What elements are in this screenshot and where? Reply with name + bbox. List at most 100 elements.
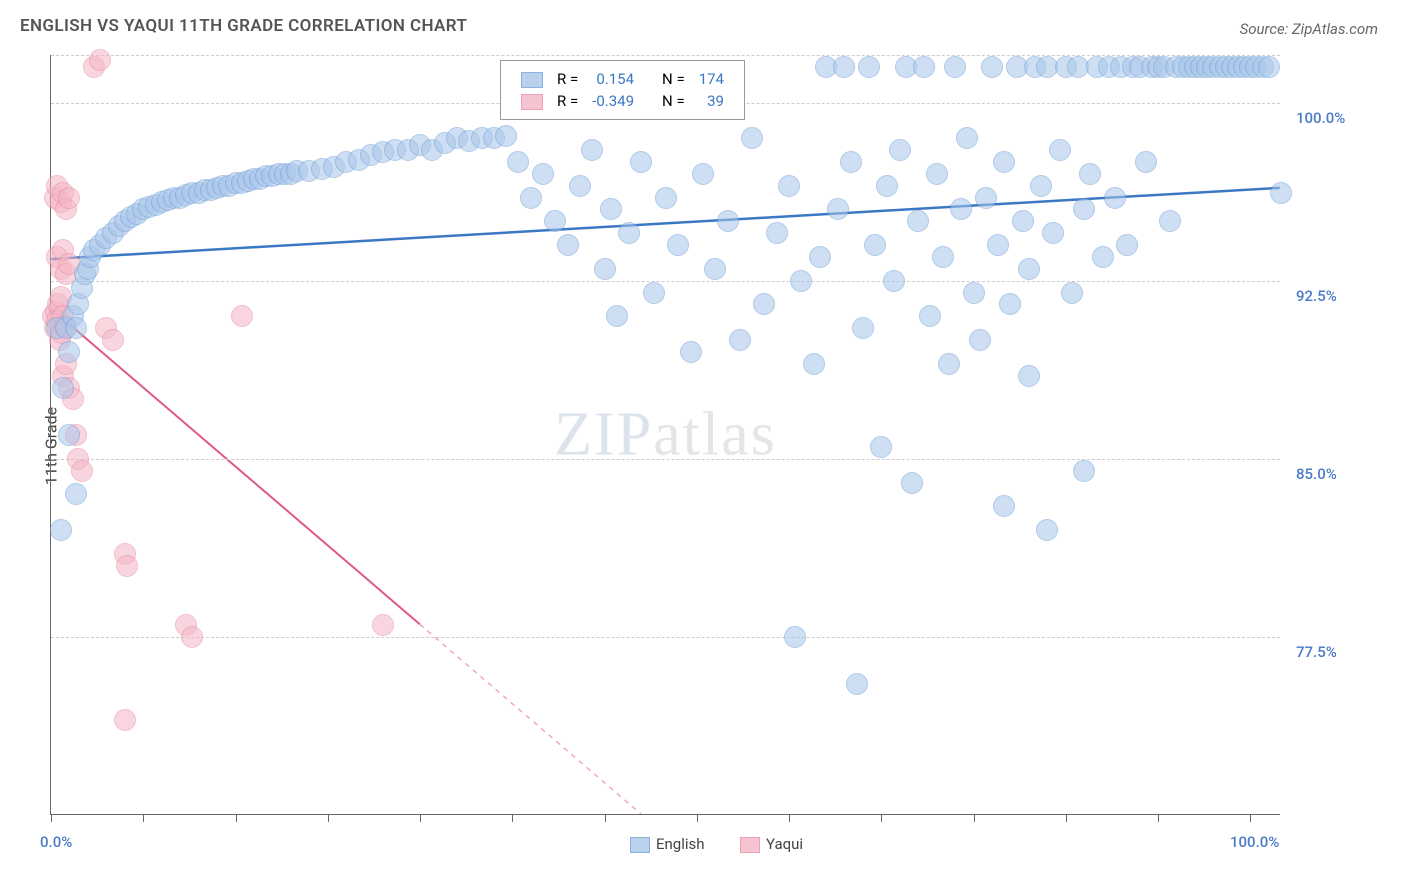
data-point [65, 317, 87, 339]
x-tick [512, 814, 513, 822]
data-point [495, 125, 517, 147]
data-point [1258, 56, 1280, 78]
data-point [65, 483, 87, 505]
x-tick [881, 814, 882, 822]
data-point [717, 210, 739, 232]
x-tick [974, 814, 975, 822]
data-point [1018, 365, 1040, 387]
data-point [544, 210, 566, 232]
data-point [956, 127, 978, 149]
data-point [114, 709, 136, 731]
data-point [987, 234, 1009, 256]
trend-line [51, 309, 420, 624]
data-point [692, 163, 714, 185]
data-point [778, 175, 800, 197]
data-point [1073, 198, 1095, 220]
x-tick [605, 814, 606, 822]
gridline [51, 459, 1280, 460]
y-tick-label: 77.5% [1296, 643, 1337, 661]
plot-area: ZIPatlas [50, 55, 1280, 815]
legend-row-english: R = 0.154 N = 174 [515, 69, 730, 89]
data-point [766, 222, 788, 244]
data-point [643, 282, 665, 304]
data-point [858, 56, 880, 78]
english-r-value: 0.154 [586, 69, 640, 89]
data-point [181, 626, 203, 648]
data-point [606, 305, 628, 327]
data-point [901, 472, 923, 494]
data-point [852, 317, 874, 339]
data-point [919, 305, 941, 327]
english-swatch [521, 72, 543, 88]
data-point [1092, 246, 1114, 268]
data-point [89, 49, 111, 71]
n-label: N = [656, 91, 691, 111]
stats-legend: R = 0.154 N = 174 R = -0.349 N = 39 [500, 60, 745, 120]
x-tick [789, 814, 790, 822]
data-point [1049, 139, 1071, 161]
x-tick [328, 814, 329, 822]
data-point [50, 519, 72, 541]
gridline [51, 637, 1280, 638]
data-point [944, 56, 966, 78]
data-point [507, 151, 529, 173]
data-point [1073, 460, 1095, 482]
data-point [981, 56, 1003, 78]
data-point [58, 341, 80, 363]
r-label: R = [551, 91, 584, 111]
data-point [907, 210, 929, 232]
data-point [71, 460, 93, 482]
legend-row-yaqui: R = -0.349 N = 39 [515, 91, 730, 111]
data-point [704, 258, 726, 280]
data-point [975, 187, 997, 209]
data-point [963, 282, 985, 304]
data-point [950, 198, 972, 220]
data-point [803, 353, 825, 375]
y-tick-label: 85.0% [1296, 465, 1337, 483]
data-point [1012, 210, 1034, 232]
data-point [741, 127, 763, 149]
data-point [630, 151, 652, 173]
data-point [790, 270, 812, 292]
data-point [883, 270, 905, 292]
x-legend-english: English [630, 835, 705, 853]
x-tick-label: 0.0% [40, 833, 72, 851]
data-point [926, 163, 948, 185]
data-point [1030, 175, 1052, 197]
data-point [58, 187, 80, 209]
data-point [52, 377, 74, 399]
data-point [1079, 163, 1101, 185]
data-point [231, 305, 253, 327]
x-tick [143, 814, 144, 822]
chart-title: ENGLISH VS YAQUI 11TH GRADE CORRELATION … [20, 16, 467, 36]
data-point [1116, 234, 1138, 256]
data-point [1061, 282, 1083, 304]
data-point [889, 139, 911, 161]
data-point [932, 246, 954, 268]
english-n-value: 174 [693, 69, 730, 89]
data-point [58, 424, 80, 446]
x-tick [236, 814, 237, 822]
y-tick-label: 100.0% [1296, 109, 1345, 127]
yaqui-legend-label: Yaqui [766, 835, 803, 853]
data-point [569, 175, 591, 197]
data-point [1036, 519, 1058, 541]
x-tick [51, 814, 52, 822]
english-legend-label: English [656, 835, 705, 853]
data-point [520, 187, 542, 209]
x-tick [1066, 814, 1067, 822]
data-point [667, 234, 689, 256]
data-point [116, 555, 138, 577]
data-point [833, 56, 855, 78]
x-tick [420, 814, 421, 822]
source-label: Source: ZipAtlas.com [1240, 20, 1378, 38]
data-point [876, 175, 898, 197]
data-point [827, 198, 849, 220]
data-point [372, 614, 394, 636]
data-point [729, 329, 751, 351]
yaqui-swatch [521, 94, 543, 110]
data-point [993, 151, 1015, 173]
yaqui-n-value: 39 [693, 91, 730, 111]
data-point [618, 222, 640, 244]
data-point [1159, 210, 1181, 232]
